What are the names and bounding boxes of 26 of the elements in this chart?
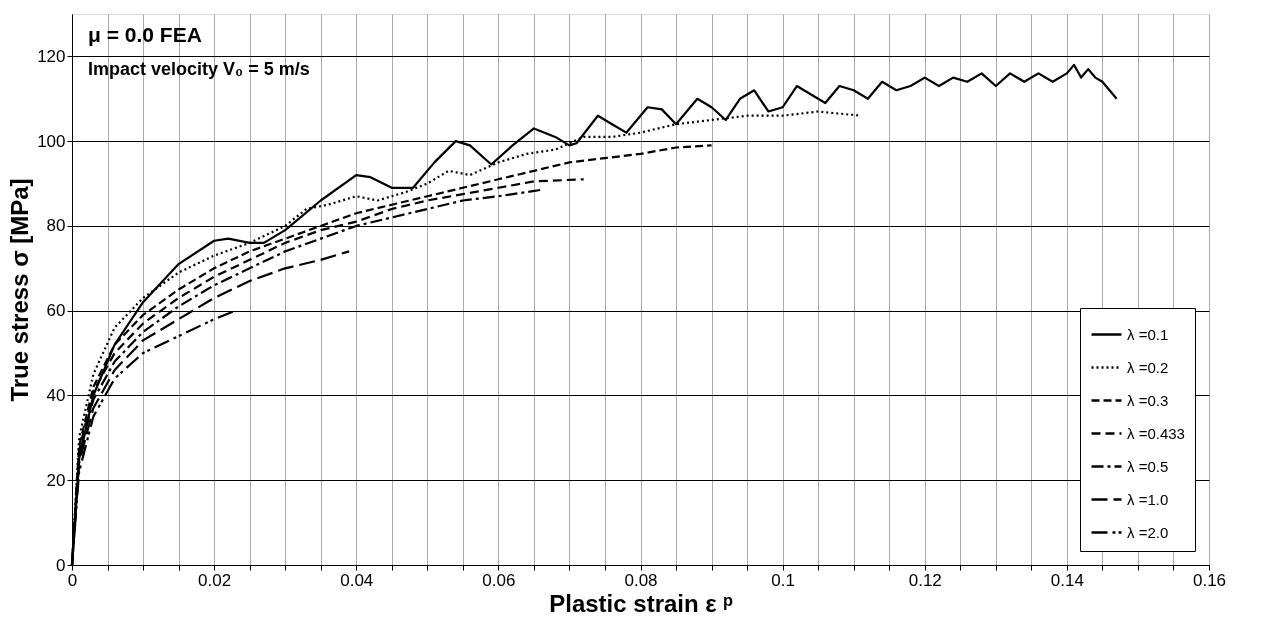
y-tick-label: 120 <box>37 46 66 66</box>
annotation: μ = 0.0 FEA <box>88 23 202 46</box>
legend-label: λ =0.5 <box>1127 457 1169 475</box>
x-tick-label: 0.16 <box>1192 570 1227 590</box>
y-tick-label: 80 <box>46 216 66 236</box>
y-tick-label: 60 <box>46 301 66 321</box>
legend-label: λ =1.0 <box>1127 490 1169 508</box>
y-tick-label: 0 <box>56 555 66 575</box>
y-axis-title: True stress σ [MPa] <box>6 178 34 402</box>
x-tick-label: 0.12 <box>908 570 942 590</box>
legend-label: λ =0.433 <box>1127 424 1185 442</box>
x-tick-label: 0.06 <box>482 570 516 590</box>
x-tick-label: 0.02 <box>198 570 232 590</box>
legend-label: λ =0.3 <box>1127 391 1169 409</box>
annotation: Impact velocity V₀ = 5 m/s <box>88 59 310 79</box>
x-tick-label: 0.1 <box>771 570 795 590</box>
y-tick-label: 100 <box>37 131 66 151</box>
x-axis-title: Plastic strain ε ᵖ <box>549 589 733 617</box>
legend-label: λ =0.1 <box>1127 325 1169 343</box>
legend-label: λ =2.0 <box>1127 523 1169 541</box>
x-tick-label: 0.04 <box>340 570 374 590</box>
legend-label: λ =0.2 <box>1127 358 1169 376</box>
y-tick-label: 20 <box>46 470 66 490</box>
x-tick-label: 0.14 <box>1050 570 1084 590</box>
y-tick-label: 40 <box>46 385 66 405</box>
x-tick-label: 0.08 <box>624 570 658 590</box>
